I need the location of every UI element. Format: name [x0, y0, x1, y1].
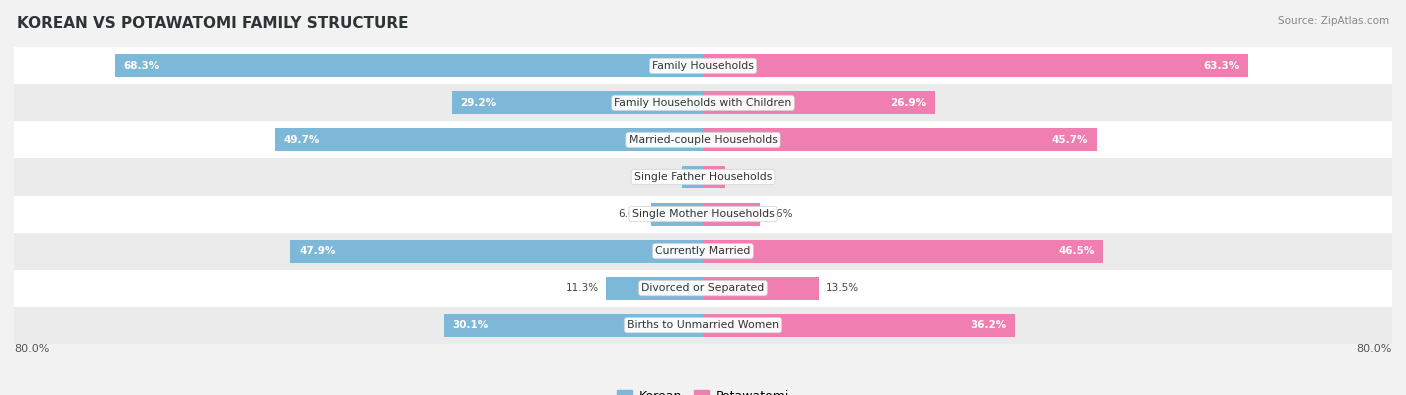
Bar [703, 314, 1015, 337]
Text: 2.4%: 2.4% [650, 172, 675, 182]
Bar [14, 269, 1392, 307]
Bar [14, 158, 1392, 196]
Text: 2.5%: 2.5% [731, 172, 758, 182]
Bar [276, 128, 703, 151]
Bar [703, 128, 1097, 151]
Bar [703, 240, 1104, 263]
Text: 63.3%: 63.3% [1204, 61, 1240, 71]
Bar [703, 166, 724, 188]
Text: 68.3%: 68.3% [124, 61, 160, 71]
Text: 6.6%: 6.6% [766, 209, 793, 219]
Text: 80.0%: 80.0% [14, 344, 49, 354]
Text: 80.0%: 80.0% [1357, 344, 1392, 354]
Text: Single Mother Households: Single Mother Households [631, 209, 775, 219]
Text: Source: ZipAtlas.com: Source: ZipAtlas.com [1278, 16, 1389, 26]
Bar [14, 307, 1392, 344]
Text: 30.1%: 30.1% [453, 320, 489, 330]
Text: Currently Married: Currently Married [655, 246, 751, 256]
Bar [682, 166, 703, 188]
Bar [14, 233, 1392, 269]
Text: Family Households: Family Households [652, 61, 754, 71]
Text: Married-couple Households: Married-couple Households [628, 135, 778, 145]
Text: 13.5%: 13.5% [827, 283, 859, 293]
Text: 11.3%: 11.3% [565, 283, 599, 293]
Text: 47.9%: 47.9% [299, 246, 336, 256]
Bar [703, 203, 759, 226]
Text: 46.5%: 46.5% [1059, 246, 1095, 256]
Text: 6.0%: 6.0% [619, 209, 644, 219]
Text: Births to Unmarried Women: Births to Unmarried Women [627, 320, 779, 330]
Bar [451, 92, 703, 115]
Text: 45.7%: 45.7% [1052, 135, 1088, 145]
Bar [115, 55, 703, 77]
Bar [606, 276, 703, 299]
Bar [291, 240, 703, 263]
Text: 49.7%: 49.7% [284, 135, 321, 145]
Bar [703, 92, 935, 115]
Bar [444, 314, 703, 337]
Text: Family Households with Children: Family Households with Children [614, 98, 792, 108]
Text: 29.2%: 29.2% [460, 98, 496, 108]
Legend: Korean, Potawatomi: Korean, Potawatomi [617, 389, 789, 395]
Text: KOREAN VS POTAWATOMI FAMILY STRUCTURE: KOREAN VS POTAWATOMI FAMILY STRUCTURE [17, 16, 408, 31]
Text: 26.9%: 26.9% [890, 98, 927, 108]
Bar [14, 47, 1392, 85]
Bar [703, 55, 1249, 77]
Text: 36.2%: 36.2% [970, 320, 1007, 330]
Bar [14, 196, 1392, 233]
Text: Divorced or Separated: Divorced or Separated [641, 283, 765, 293]
Bar [14, 85, 1392, 121]
Text: Single Father Households: Single Father Households [634, 172, 772, 182]
Bar [14, 121, 1392, 158]
Bar [651, 203, 703, 226]
Bar [703, 276, 820, 299]
